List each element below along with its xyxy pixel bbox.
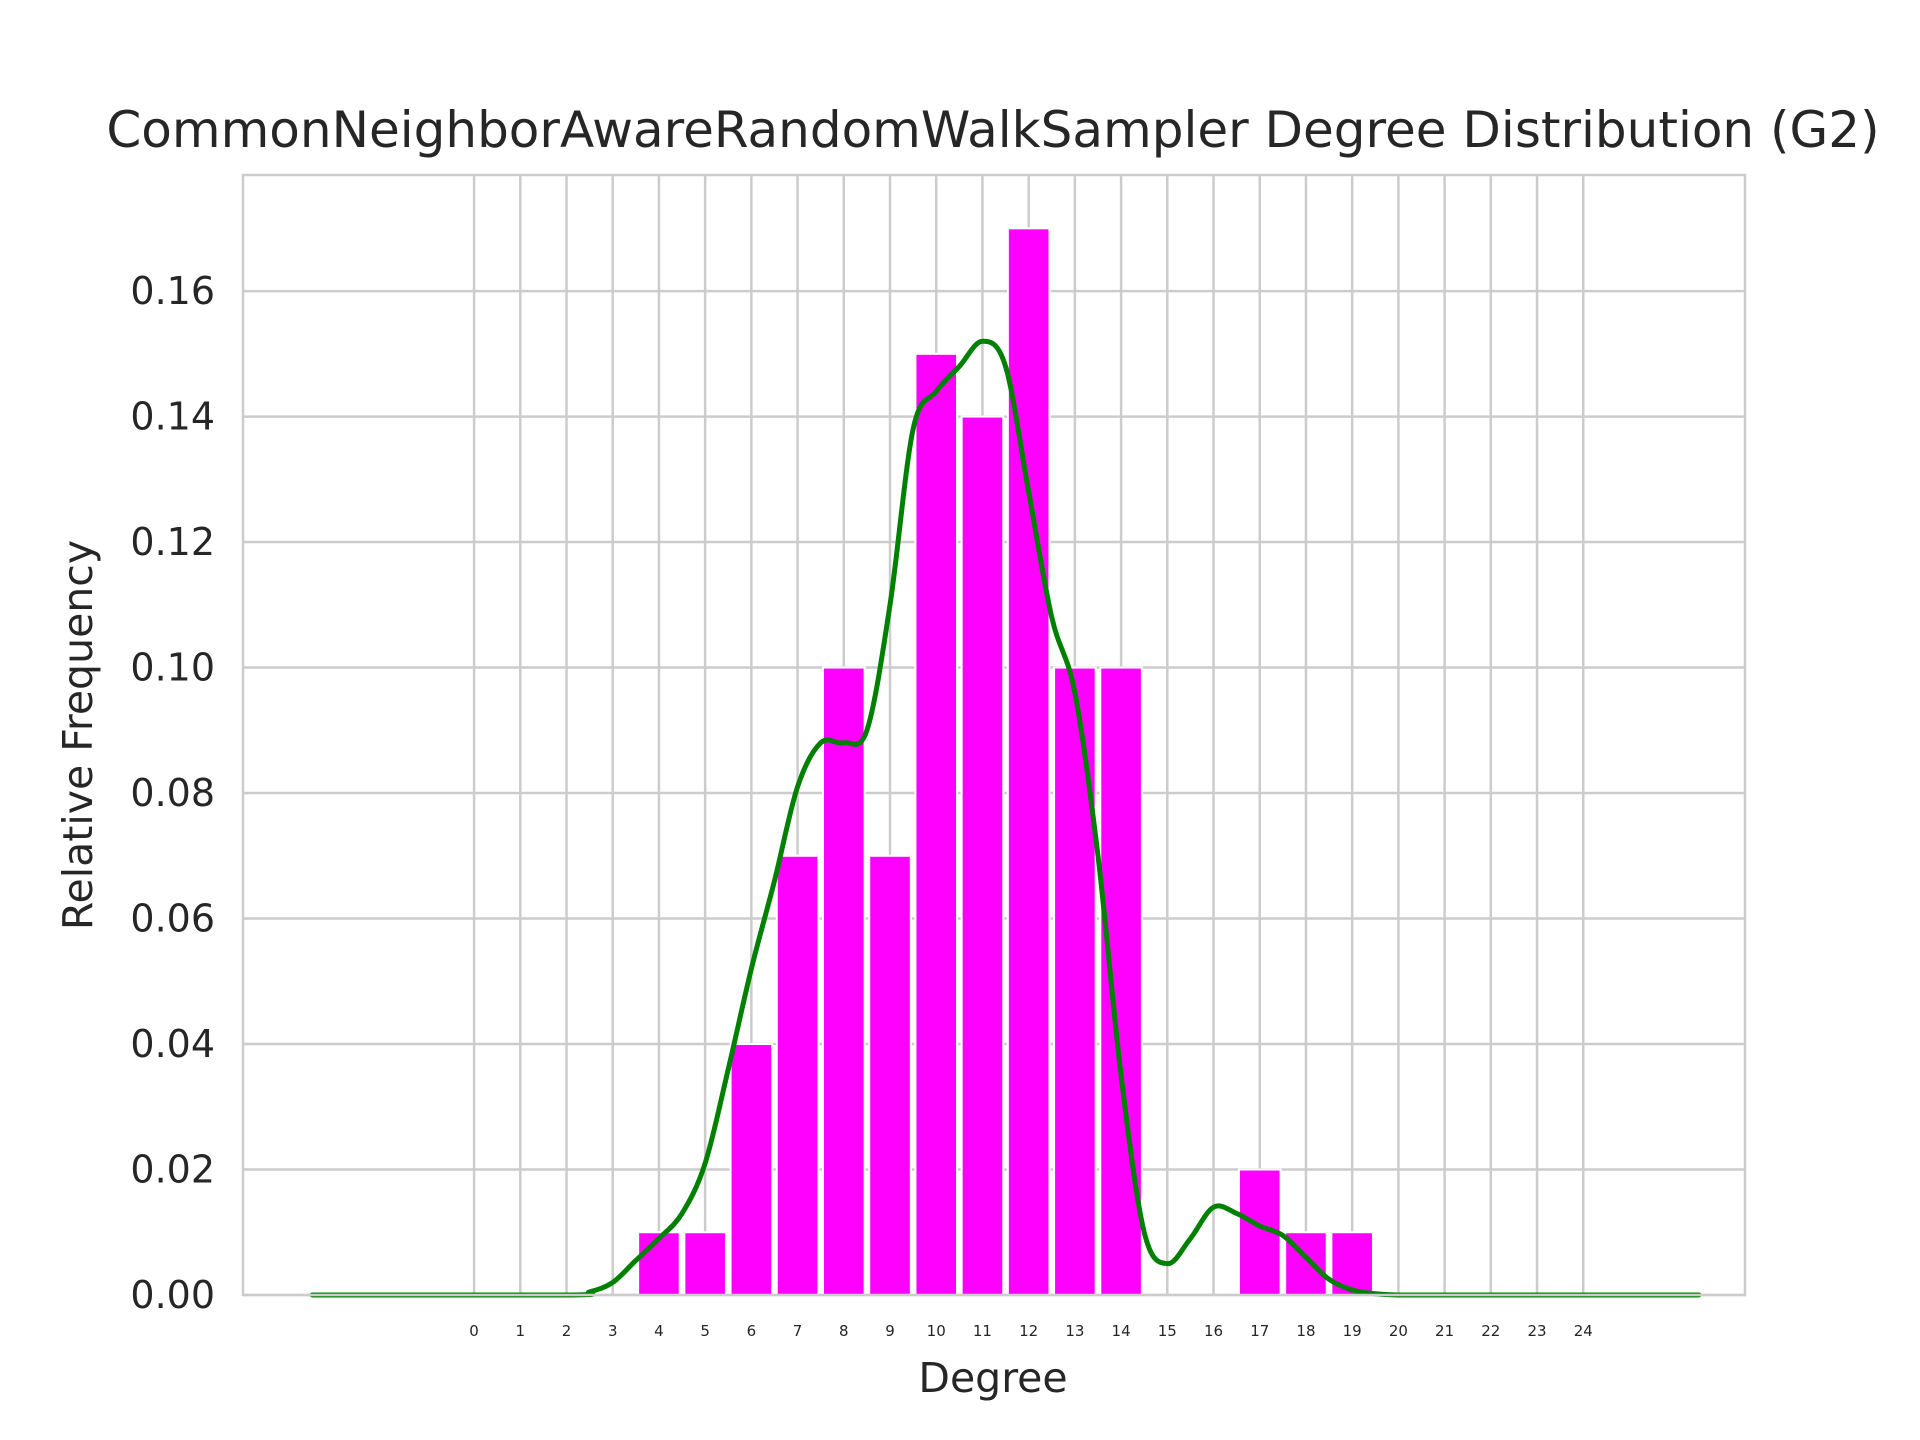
bar-degree-6 xyxy=(729,1043,774,1297)
y-tick-label: 0.14 xyxy=(130,395,215,439)
x-tick-label: 19 xyxy=(1343,1322,1362,1340)
y-tick-label: 0.08 xyxy=(130,771,215,815)
x-tick-label: 9 xyxy=(885,1322,895,1340)
x-tick-label: 15 xyxy=(1158,1322,1177,1340)
x-tick-label: 1 xyxy=(516,1322,526,1340)
x-tick-label: 13 xyxy=(1065,1322,1084,1340)
x-tick-label: 12 xyxy=(1019,1322,1038,1340)
x-tick-labels: 0 1 2 3 4 5 6 7 8 9 10 11 12 13 14 15 16 17 18 19 20 21 22 23 24 xyxy=(469,1322,1592,1340)
y-tick-label: 0.00 xyxy=(130,1273,215,1317)
x-tick-label: 10 xyxy=(927,1322,946,1340)
x-tick-label: 17 xyxy=(1250,1322,1269,1340)
y-tick-label: 0.06 xyxy=(130,897,215,941)
bar-degree-10 xyxy=(914,352,959,1296)
kde-line xyxy=(309,338,1702,1298)
bar-degree-13 xyxy=(1053,666,1097,1296)
x-tick-label: 5 xyxy=(700,1322,710,1340)
y-axis-label: Relative Frequency xyxy=(54,540,102,930)
x-tick-label: 4 xyxy=(654,1322,664,1340)
x-tick-label: 16 xyxy=(1204,1322,1223,1340)
y-tick-label: 0.16 xyxy=(130,269,215,313)
x-tick-label: 21 xyxy=(1435,1322,1454,1340)
bar-degree-5 xyxy=(683,1231,727,1296)
x-tick-label: 20 xyxy=(1389,1322,1408,1340)
kde-curve xyxy=(309,338,1702,1298)
y-tick-label: 0.12 xyxy=(130,520,215,564)
y-tick-label: 0.10 xyxy=(130,646,215,690)
x-tick-label: 2 xyxy=(562,1322,572,1340)
bar-degree-12 xyxy=(1006,227,1051,1296)
bar-degree-7 xyxy=(775,854,820,1296)
x-tick-label: 0 xyxy=(469,1322,479,1340)
x-tick-label: 7 xyxy=(793,1322,803,1340)
y-tick-labels: 0.00 0.02 0.04 0.06 0.08 0.10 0.12 0.14 0.16 xyxy=(130,269,215,1317)
x-tick-label: 24 xyxy=(1574,1322,1593,1340)
chart-title: CommonNeighborAwareRandomWalkSampler Deg… xyxy=(106,101,1879,159)
x-tick-label: 8 xyxy=(839,1322,849,1340)
bar-degree-9 xyxy=(868,854,912,1296)
x-tick-label: 14 xyxy=(1112,1322,1131,1340)
x-tick-label: 6 xyxy=(747,1322,757,1340)
x-tick-label: 22 xyxy=(1481,1322,1500,1340)
y-tick-label: 0.02 xyxy=(130,1148,215,1192)
y-tick-label: 0.04 xyxy=(130,1022,215,1066)
x-tick-label: 18 xyxy=(1296,1322,1315,1340)
x-tick-label: 3 xyxy=(608,1322,618,1340)
plot-frame xyxy=(241,173,1747,1297)
bar-degree-11 xyxy=(960,415,1005,1297)
x-tick-label: 11 xyxy=(973,1322,992,1340)
x-axis-label: Degree xyxy=(918,1354,1067,1402)
bars xyxy=(637,227,1374,1297)
bar-degree-8 xyxy=(822,666,866,1296)
bar-degree-4 xyxy=(637,1231,681,1296)
x-tick-label: 23 xyxy=(1527,1322,1546,1340)
